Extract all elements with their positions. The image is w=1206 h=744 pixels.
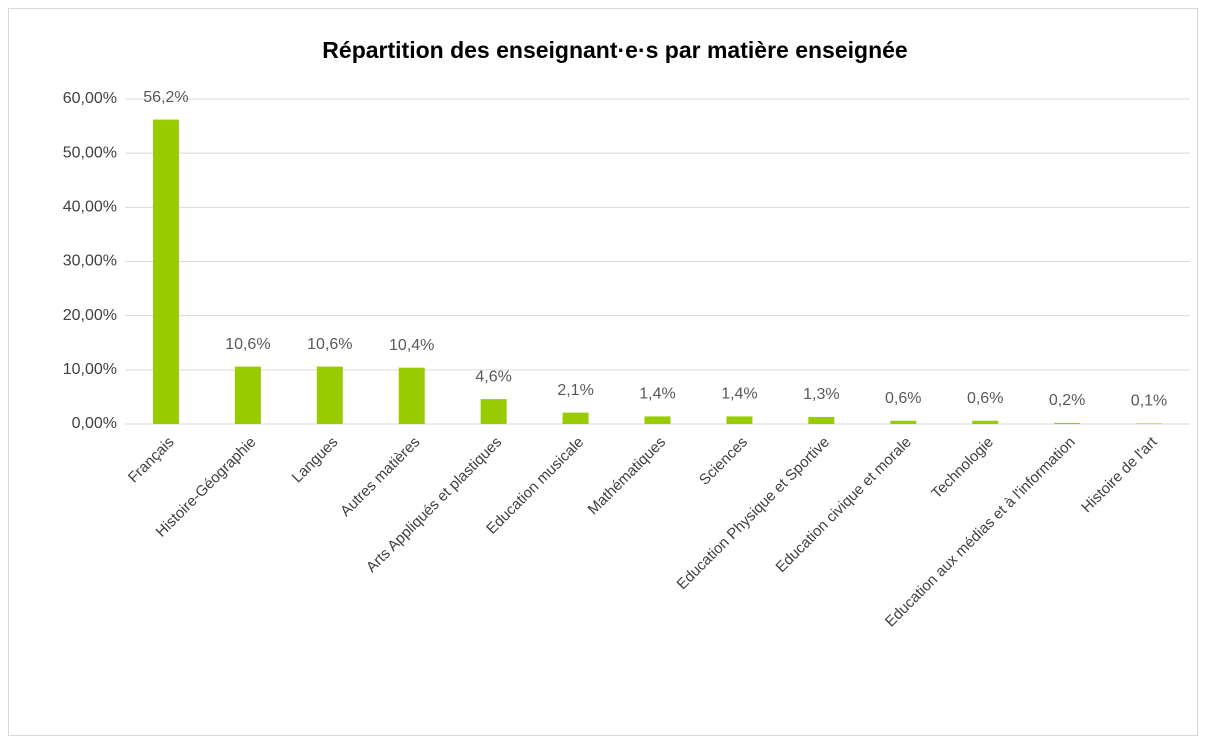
bar [972,420,999,424]
y-tick-label: 30,00% [63,253,117,270]
bar [890,420,917,424]
data-label: 4,6% [475,368,511,385]
data-label: 1,4% [639,386,675,403]
bar [1054,422,1081,424]
y-tick-label: 50,00% [63,144,117,161]
bar [152,119,179,424]
data-label: 0,1% [1131,393,1167,410]
data-label: 10,4% [389,337,434,354]
bar [316,366,343,424]
data-label: 56,2% [143,89,188,106]
bar [398,367,425,424]
bar [644,416,671,424]
bar [808,416,835,424]
y-tick-label: 40,00% [63,199,117,216]
data-label: 0,2% [1049,392,1085,409]
chart-title: Répartition des enseignant·e·s par matiè… [322,37,907,63]
data-label: 1,4% [721,386,757,403]
chart-border [8,8,1198,736]
y-tick-label: 20,00% [63,307,117,324]
data-label: 10,6% [307,336,352,353]
data-label: 2,1% [557,382,593,399]
bar [480,399,507,424]
data-label: 1,3% [803,386,839,403]
y-tick-label: 0,00% [72,415,117,432]
data-label: 10,6% [225,336,270,353]
y-tick-label: 60,00% [63,90,117,107]
data-label: 0,6% [885,390,921,407]
y-tick-label: 10,00% [63,361,117,378]
data-label: 0,6% [967,390,1003,407]
bar [234,366,261,424]
bar [726,416,753,424]
bar [562,412,589,424]
bar [1136,423,1163,424]
